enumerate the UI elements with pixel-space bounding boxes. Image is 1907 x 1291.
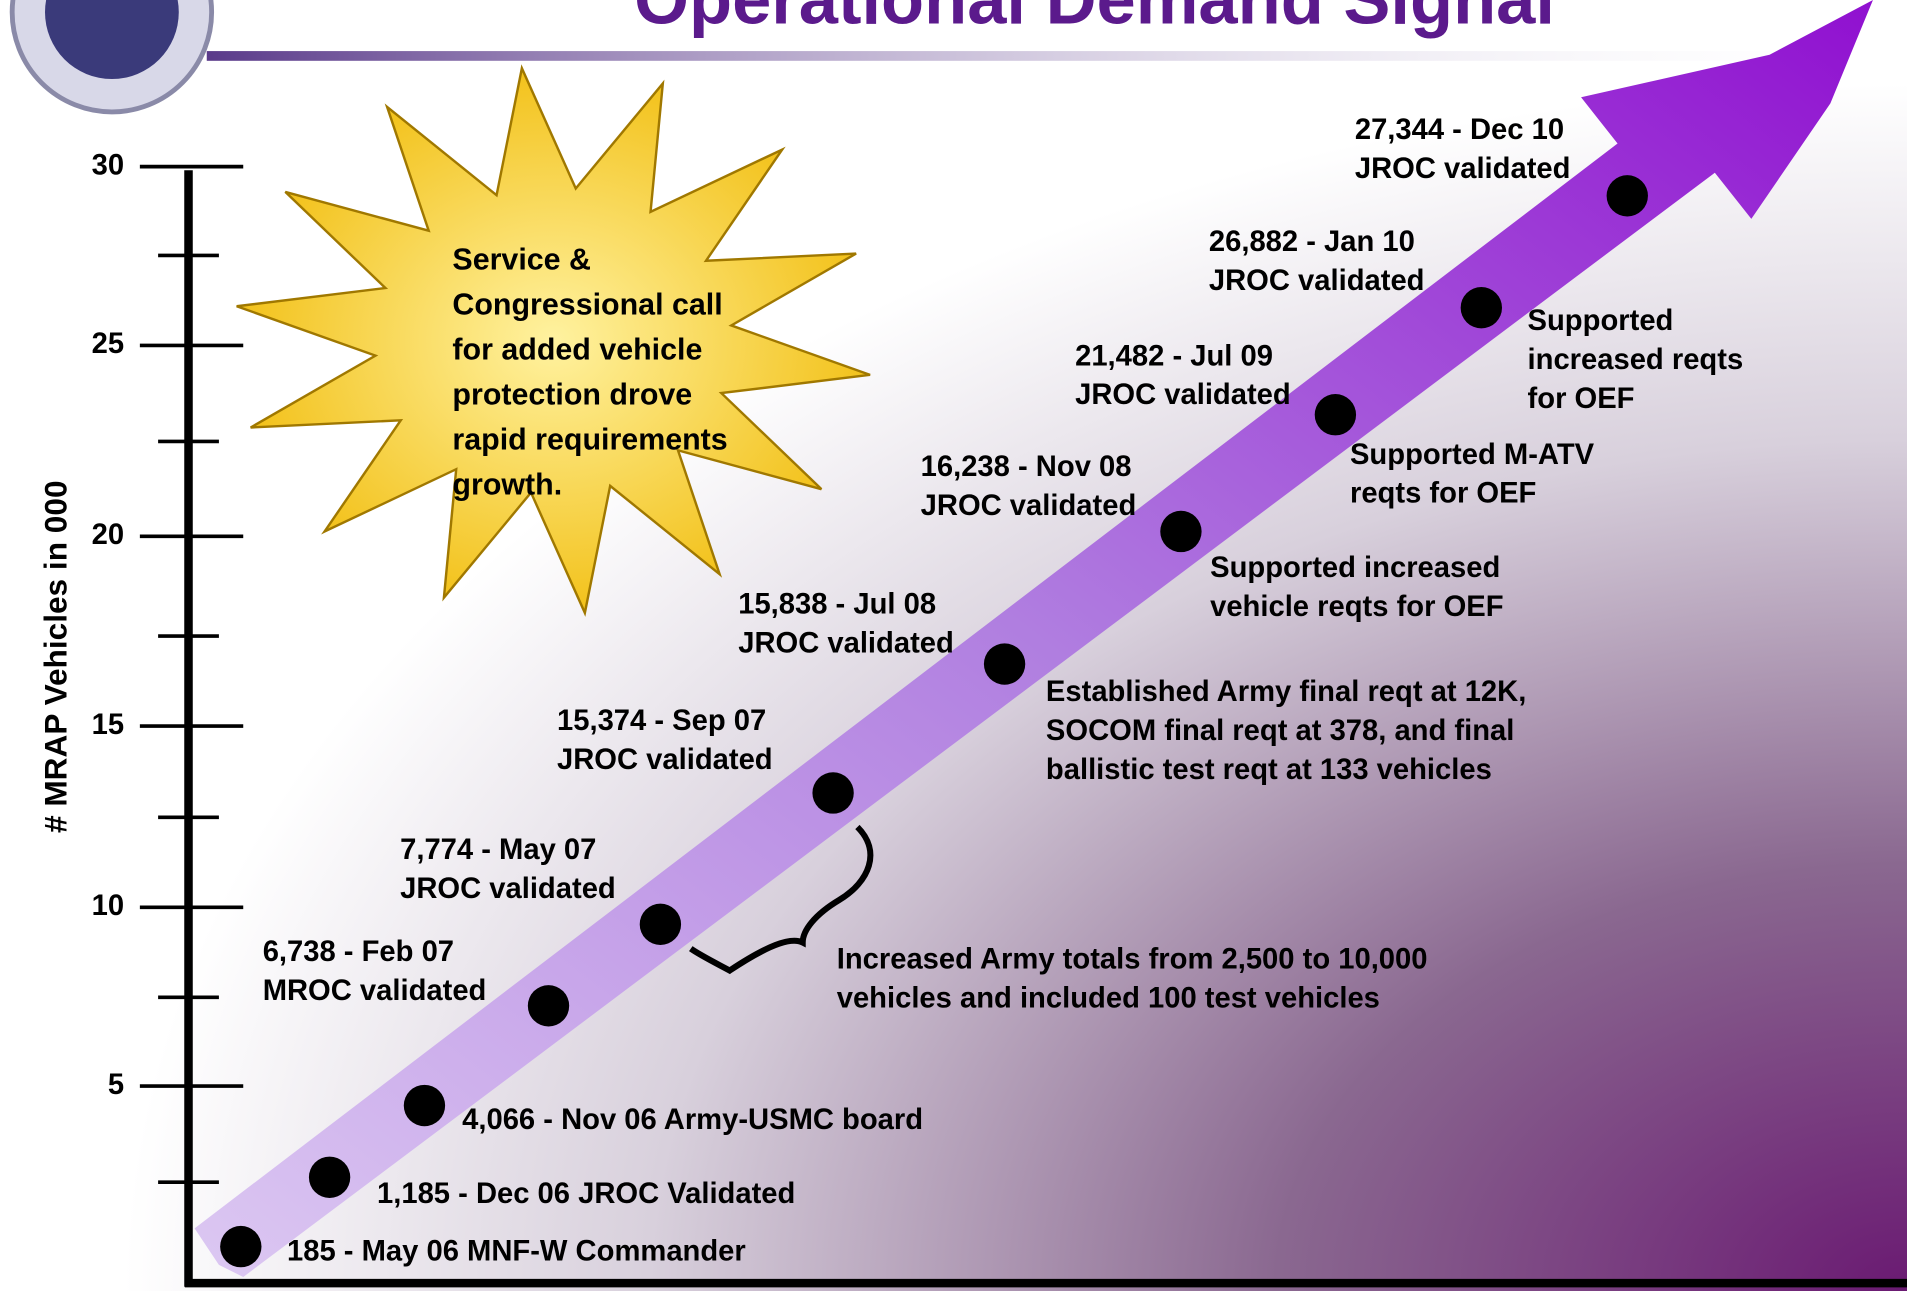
- milestone-label: 7,774 - May 07: [400, 834, 596, 866]
- callout-text: vehicles and included 100 test vehicles: [837, 982, 1380, 1014]
- star-text: growth.: [452, 468, 562, 502]
- milestone-label: 1,185 - Dec 06 JROC Validated: [377, 1178, 795, 1210]
- milestone-dot: [1315, 394, 1356, 435]
- callout-text: for OEF: [1528, 383, 1635, 415]
- milestone-dot: [1461, 287, 1502, 328]
- page: {"title": "Operational Demand Signal", "…: [0, 0, 1907, 1291]
- milestone-label: 27,344 - Dec 10: [1355, 114, 1564, 146]
- milestone-label: 16,238 - Nov 08: [921, 451, 1132, 483]
- y-tick-label: 5: [108, 1069, 124, 1101]
- milestone-dot: [404, 1085, 445, 1126]
- milestone-dot: [309, 1157, 350, 1198]
- milestone-dot: [984, 643, 1025, 684]
- star-text: for added vehicle: [452, 333, 702, 367]
- callout-text: Established Army final reqt at 12K,: [1046, 676, 1526, 708]
- milestone-label: 26,882 - Jan 10: [1209, 226, 1415, 258]
- milestone-label: JROC validated: [738, 627, 954, 659]
- milestone-dot: [640, 904, 681, 945]
- y-tick-label: 10: [92, 890, 124, 922]
- callout-text: Supported: [1528, 305, 1674, 337]
- callout-text: Increased Army totals from 2,500 to 10,0…: [837, 944, 1428, 976]
- milestone-dot: [528, 985, 569, 1026]
- title: Operational Demand Signal: [634, 0, 1555, 38]
- milestone-label: MROC validated: [263, 975, 487, 1007]
- milestone-dot: [812, 772, 853, 813]
- milestone-label: JROC validated: [557, 744, 773, 776]
- milestone-label: JROC validated: [1355, 153, 1571, 185]
- y-axis-label: # MRAP Vehicles in 000: [38, 480, 74, 833]
- milestone-dot: [1160, 511, 1201, 552]
- milestone-label: 4,066 - Nov 06 Army-USMC board: [462, 1104, 923, 1136]
- milestone-dot: [1607, 175, 1648, 216]
- header-rule: [207, 51, 1907, 61]
- y-tick-label: 25: [92, 328, 124, 360]
- milestone-label: JROC validated: [1075, 379, 1291, 411]
- y-tick-label: 15: [92, 709, 124, 741]
- milestone-label: 185 - May 06 MNF-W Commander: [287, 1235, 746, 1267]
- callout-text: Supported M-ATV: [1350, 439, 1595, 471]
- star-text: rapid requirements: [452, 423, 727, 457]
- milestone-label: JROC validated: [1209, 265, 1425, 297]
- callout-text: ballistic test reqt at 133 vehicles: [1046, 754, 1492, 786]
- milestone-label: JROC validated: [921, 490, 1137, 522]
- y-tick-label: 30: [92, 149, 124, 181]
- slide: Operational Demand Signal # MRAP Vehicle…: [0, 0, 1907, 1291]
- star-text: protection drove: [452, 378, 692, 412]
- milestone-label: 21,482 - Jul 09: [1075, 340, 1273, 372]
- milestone-label: 15,374 - Sep 07: [557, 705, 766, 737]
- milestone-label: JROC validated: [400, 873, 616, 905]
- milestone-label: 6,738 - Feb 07: [263, 936, 454, 968]
- star-text: Service &: [452, 243, 591, 277]
- milestone-dot: [220, 1226, 261, 1267]
- callout-text: reqts for OEF: [1350, 478, 1536, 510]
- milestone-label: 15,838 - Jul 08: [738, 588, 936, 620]
- callout-text: increased reqts: [1528, 344, 1744, 376]
- callout-text: vehicle reqts for OEF: [1210, 591, 1503, 623]
- callout-text: SOCOM final reqt at 378, and final: [1046, 715, 1514, 747]
- y-tick-label: 20: [92, 519, 124, 551]
- callout-text: Supported increased: [1210, 552, 1500, 584]
- star-text: Congressional call: [452, 288, 722, 322]
